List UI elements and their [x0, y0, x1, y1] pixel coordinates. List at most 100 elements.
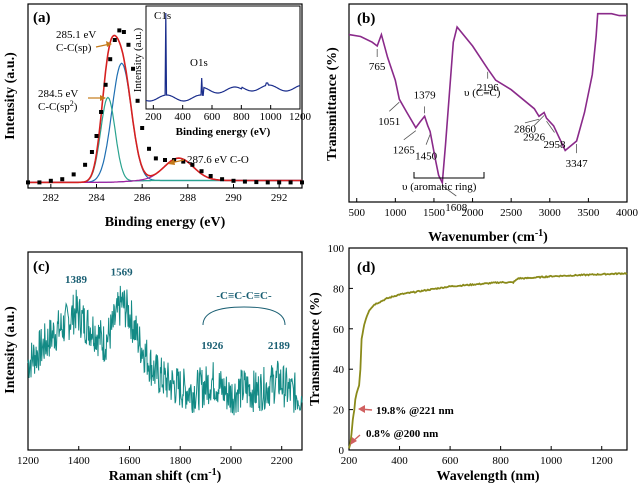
y-tick-label: 0 [339, 445, 345, 457]
x-ticks: 282 284 286 288 290 292 [43, 184, 287, 204]
raw-data-point [300, 180, 304, 185]
x-axis-title: Wavenumber (cm-1) [428, 228, 548, 245]
x-tick-label: 1000 [260, 111, 283, 123]
x-tick-label: 600 [442, 455, 459, 467]
raw-data-point [147, 146, 152, 151]
y-tick-label: 60 [333, 324, 345, 336]
x-ticks: 500 1000 1500 2000 2500 3000 3500 4000 [348, 198, 639, 219]
x-tick-label: 290 [225, 192, 242, 204]
raw-data-point [117, 28, 122, 33]
bracket-aromatic [413, 172, 485, 179]
x-tick-label: 200 [145, 111, 162, 123]
panel-c-raman: (c) 1200 1400 1600 1800 2000 2200 1389 1569 192… [3, 251, 303, 484]
raw-data-point [94, 134, 99, 138]
x-axis-title: Wavelength (nm) [436, 469, 539, 484]
raw-data-point [220, 177, 225, 182]
raw-data-point [26, 180, 30, 185]
raw-data-point [163, 158, 167, 162]
arrowhead-0-8 [350, 437, 357, 445]
group-label-aromatic: υ (aromatic ring) [402, 181, 477, 193]
peak-label: 2958 [544, 139, 567, 151]
x-tick-label: 2000 [220, 455, 243, 467]
peak-label: 1608 [445, 202, 468, 214]
bracket-diyne [202, 306, 286, 326]
raw-data-point [89, 150, 94, 154]
raw-data-point [181, 159, 186, 164]
x-tick-label: 288 [180, 192, 197, 204]
x-ticks: 200 400 600 800 1000 1200 [341, 446, 613, 467]
peak-label: 2189 [268, 340, 291, 352]
peak-pointer [533, 115, 545, 126]
peak-label: 1379 [414, 89, 437, 101]
x-tick-label: 284 [88, 192, 105, 204]
raw-data-point [108, 57, 113, 62]
inset-x-ticks: 200 400 600 800 1000 1200 [145, 105, 312, 123]
raw-data-point [103, 82, 108, 87]
ftir-spectrum-line [348, 12, 627, 186]
x-tick-label: 1200 [17, 455, 40, 467]
raw-data-point [208, 174, 213, 178]
panel-letter: (d) [357, 260, 375, 276]
peak-label: 1051 [378, 116, 400, 128]
peak-pointer [442, 185, 457, 197]
peak-pointer [389, 101, 400, 112]
x-tick-label: 1800 [169, 455, 192, 467]
peak-label-287-6: 287.6 eV C-O [187, 154, 249, 166]
panel-d-transmittance: (d) 200 400 600 800 1000 1200 0 20 40 60 80 100 19… [308, 243, 628, 484]
inset-survey-spectrum: 200 400 600 800 1000 1200 C1s O1s Binding ene… [132, 5, 312, 138]
y-tick-label: 100 [328, 243, 345, 255]
panel-letter: (b) [357, 11, 375, 27]
plot-frame [348, 247, 628, 451]
inset-y-axis-title: Intensity (a.u.) [132, 27, 144, 92]
peak-label-285-1: 285.1 eV [56, 29, 96, 41]
raman-spectrum-line [27, 285, 303, 416]
peak-annotations: 1389 1569 1926 2189 [65, 266, 290, 352]
x-axis-title: Binding energy (eV) [105, 215, 226, 230]
raw-data-point [121, 30, 126, 34]
peak-pointer [546, 120, 555, 133]
y-tick-label: 20 [333, 405, 345, 417]
peak-label: 1926 [201, 340, 224, 352]
y-axis-title: Transmittance (%) [325, 47, 340, 161]
x-tick-label: 400 [174, 111, 191, 123]
raw-data-point [83, 162, 88, 167]
y-ticks: 0 20 40 60 80 100 [328, 243, 353, 457]
inset-peak-c1s: C1s [154, 10, 171, 22]
transmittance-line [348, 272, 628, 449]
peak-pointer [425, 134, 431, 145]
inset-survey-line [145, 12, 301, 102]
raw-data-point [99, 110, 104, 114]
x-tick-label: 1000 [540, 455, 563, 467]
x-tick-label: 2200 [271, 455, 294, 467]
x-tick-label: 1200 [591, 455, 614, 467]
group-label-diyne: -C≡C-C≡C- [216, 290, 272, 302]
y-tick-label: 80 [333, 283, 345, 295]
raw-data-point [190, 162, 195, 167]
raw-data-point [60, 177, 65, 182]
y-axis-title: Intensity (a.u.) [3, 306, 18, 394]
x-tick-label: 286 [134, 192, 151, 204]
peak-label-csp: C-C(sp) [56, 42, 92, 54]
plot-frame [348, 3, 628, 203]
raw-data-point [135, 98, 140, 103]
raw-data-point [37, 180, 42, 185]
raw-data-point [131, 66, 136, 71]
raw-data-point [277, 180, 282, 185]
arrowhead-287-6 [168, 159, 175, 165]
raw-data-point [112, 38, 117, 42]
panel-a-xps: (a) 282 284 286 288 290 292 Binding energy (e… [3, 3, 312, 230]
x-ticks: 1200 1400 1600 1800 2000 2200 [17, 446, 293, 467]
x-tick-label: 1400 [68, 455, 91, 467]
inset-peak-o1s: O1s [190, 57, 208, 69]
x-tick-label: 500 [348, 207, 365, 219]
peak-label: 1569 [111, 266, 134, 278]
y-tick-label: 40 [333, 364, 345, 376]
x-tick-label: 1200 [289, 111, 312, 123]
raw-data-point [254, 180, 259, 185]
raw-points [26, 28, 304, 185]
y-axis-title: Transmittance (%) [308, 292, 323, 406]
arrowhead-284-5 [100, 95, 106, 101]
x-tick-label: 1600 [118, 455, 141, 467]
x-tick-label: 3500 [577, 207, 600, 219]
